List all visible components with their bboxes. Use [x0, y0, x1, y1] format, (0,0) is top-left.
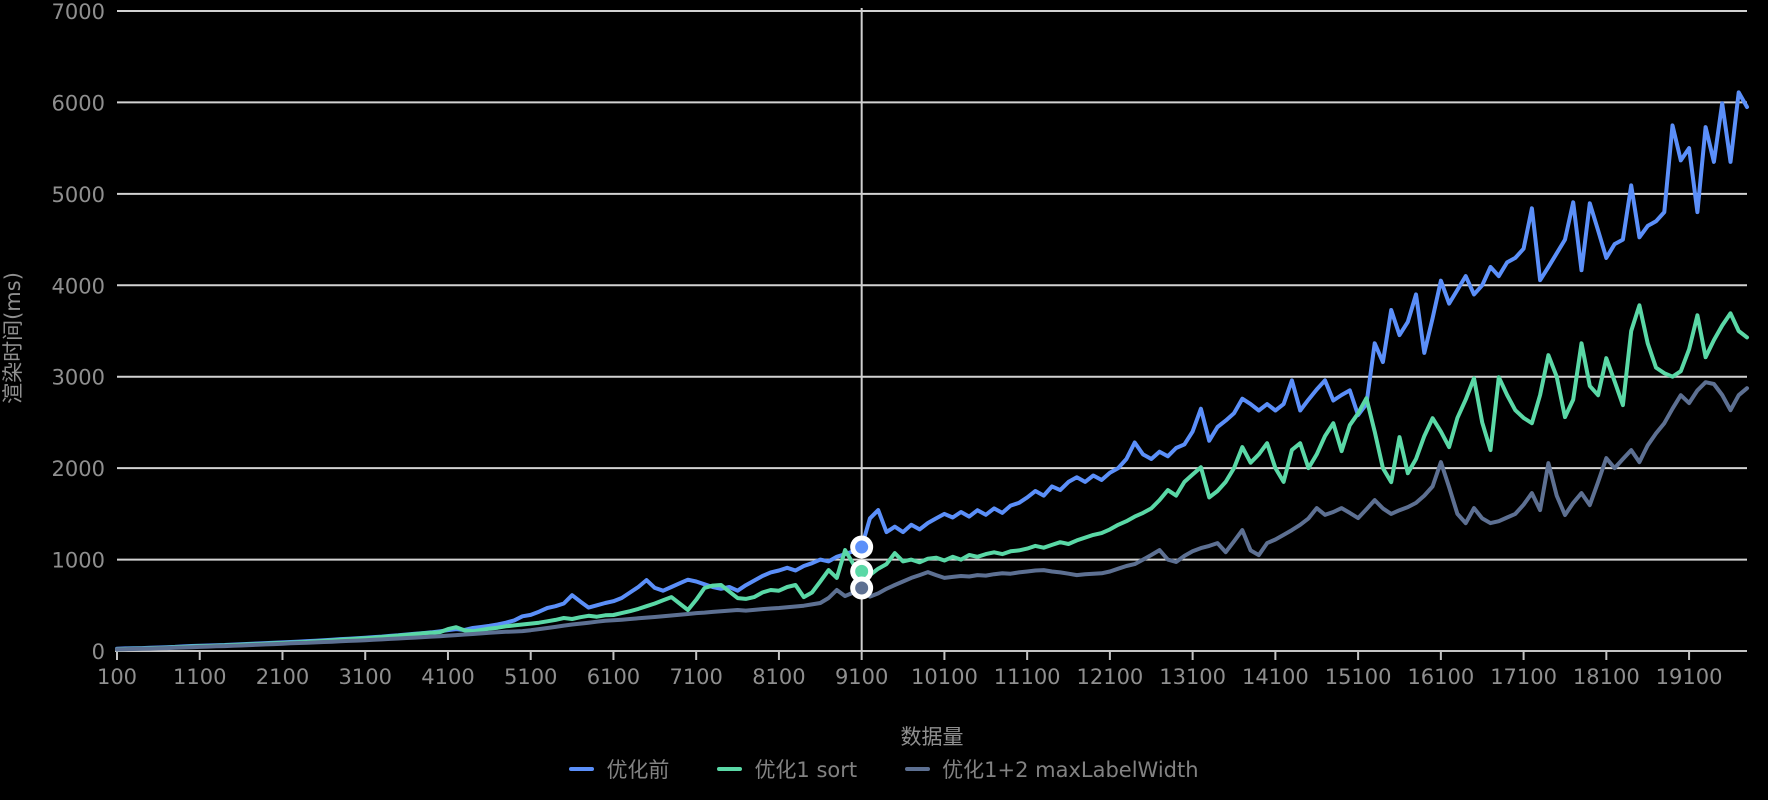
legend-item-1[interactable]: 优化1 sort	[717, 754, 857, 784]
x-tick-label: 18100	[1573, 665, 1640, 689]
x-tick-label: 8100	[752, 665, 805, 689]
x-tick-label: 4100	[421, 665, 474, 689]
tooltip-marker-2	[855, 581, 869, 595]
y-axis-title: 渲染时间(ms)	[1, 272, 25, 404]
tooltip-marker-0	[855, 540, 869, 554]
series-line-2	[115, 380, 1749, 652]
legend-item-2[interactable]: 优化1+2 maxLabelWidth	[905, 754, 1199, 784]
x-tick-label: 19100	[1656, 665, 1723, 689]
legend-label: 优化前	[606, 758, 670, 782]
x-tick-label: 16100	[1407, 665, 1474, 689]
y-tick-label: 0	[92, 640, 105, 664]
y-tick-label: 7000	[52, 0, 105, 24]
x-tick-label: 15100	[1325, 665, 1392, 689]
x-tick-label: 17100	[1490, 665, 1557, 689]
x-tick-label: 6100	[587, 665, 640, 689]
legend-item-0[interactable]: 优化前	[569, 754, 669, 784]
x-tick-label: 1100	[173, 665, 226, 689]
x-tick-label: 12100	[1076, 665, 1143, 689]
legend-label: 优化1+2 maxLabelWidth	[942, 758, 1199, 782]
y-tick-label: 1000	[52, 549, 105, 573]
legend-label: 优化1 sort	[754, 758, 858, 782]
x-tick-label: 13100	[1159, 665, 1226, 689]
x-tick-label: 3100	[338, 665, 391, 689]
legend: 优化前 优化1 sort 优化1+2 maxLabelWidth	[0, 755, 1768, 783]
legend-dash-icon	[717, 767, 743, 771]
series-line-0	[115, 90, 1749, 651]
x-axis-title: 数据量	[900, 725, 964, 749]
x-tick-label: 5100	[504, 665, 557, 689]
x-tick-label: 2100	[256, 665, 309, 689]
y-tick-label: 5000	[52, 183, 105, 207]
series-line-1	[115, 303, 1749, 652]
x-tick-label: 11100	[994, 665, 1061, 689]
legend-dash-icon	[905, 767, 931, 771]
legend-dash-icon	[569, 767, 595, 771]
x-tick-label: 7100	[669, 665, 722, 689]
tooltip-marker-1	[855, 564, 869, 578]
x-tick-label: 100	[97, 665, 137, 689]
y-tick-label: 6000	[52, 91, 105, 115]
x-tick-label: 9100	[835, 665, 888, 689]
y-tick-label: 4000	[52, 274, 105, 298]
x-tick-label: 10100	[911, 665, 978, 689]
y-tick-label: 2000	[52, 457, 105, 481]
y-tick-label: 3000	[52, 366, 105, 390]
x-tick-label: 14100	[1242, 665, 1309, 689]
